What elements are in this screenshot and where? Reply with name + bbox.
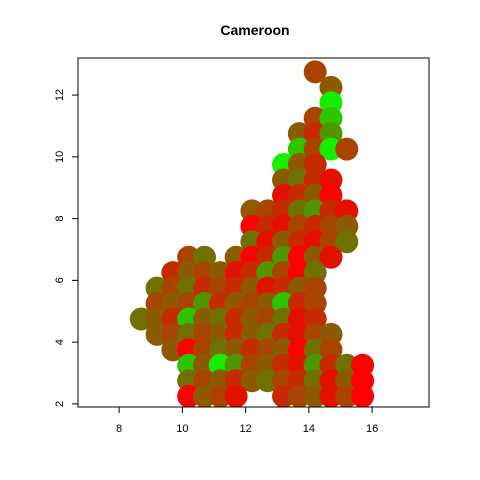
x-tick-label: 8 <box>116 423 122 435</box>
data-point <box>335 137 359 161</box>
data-point <box>145 322 169 346</box>
x-tick-label: 14 <box>303 423 315 435</box>
data-point <box>319 137 343 161</box>
chart-title: Cameroon <box>220 22 289 38</box>
data-point <box>335 230 359 254</box>
y-tick-label: 8 <box>54 216 66 222</box>
data-points <box>129 60 375 407</box>
data-point <box>224 384 248 407</box>
y-tick-label: 10 <box>54 151 66 163</box>
x-tick-label: 10 <box>176 423 188 435</box>
data-point <box>240 369 264 393</box>
y-tick-label: 2 <box>54 401 66 407</box>
data-point <box>351 384 375 407</box>
y-tick-label: 4 <box>54 339 66 345</box>
y-tick-label: 6 <box>54 277 66 283</box>
x-axis: 8 10 12 14 16 <box>116 406 378 435</box>
data-point <box>319 245 343 269</box>
data-point <box>161 338 185 362</box>
x-tick-label: 12 <box>239 423 251 435</box>
data-point <box>303 60 327 84</box>
x-tick-label: 16 <box>366 423 378 435</box>
y-tick-label: 12 <box>54 89 66 101</box>
y-axis: 2 4 6 8 10 12 <box>54 89 79 407</box>
data-point <box>256 369 280 393</box>
data-point <box>129 307 153 331</box>
